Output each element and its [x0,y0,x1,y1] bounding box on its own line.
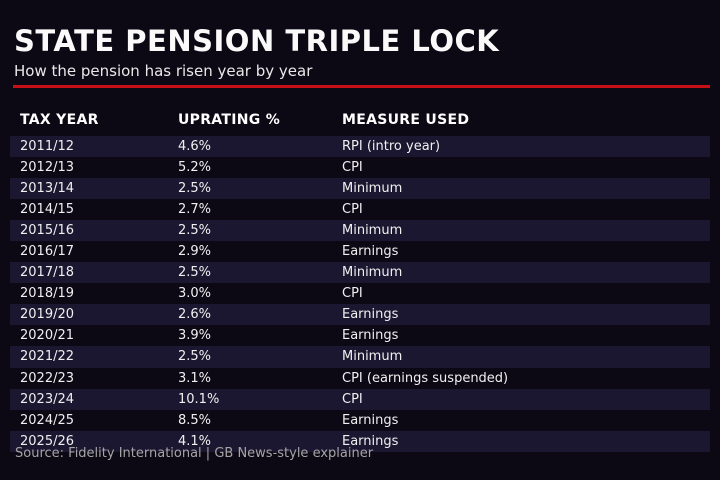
cell-measure: CPI (earnings suspended) [342,370,509,386]
cell-uprating: 5.2% [178,160,212,176]
table-row: 2023/24 10.1% CPI [10,388,710,410]
cell-measure: CPI [342,391,363,407]
cell-tax-year: 2024/25 [20,412,75,428]
page-subtitle: How the pension has risen year by year [14,62,313,80]
cell-tax-year: 2019/20 [20,307,75,323]
cell-measure: Minimum [342,265,403,281]
cell-tax-year: 2011/12 [20,139,75,155]
cell-tax-year: 2022/23 [20,370,75,386]
table-row: 2024/25 8.5% Earnings [10,410,710,431]
table-row: 2011/12 4.6% RPI (intro year) [10,136,710,158]
cell-measure: Earnings [342,433,399,449]
column-header-tax-year: TAX YEAR [20,112,99,128]
cell-uprating: 4.6% [178,139,212,155]
cell-uprating: 2.5% [178,349,212,365]
cell-tax-year: 2020/21 [20,328,75,344]
cell-tax-year: 2023/24 [20,391,75,407]
cell-uprating: 2.5% [178,265,212,281]
cell-measure: CPI [342,202,363,218]
column-header-measure: MEASURE USED [342,112,470,128]
cell-tax-year: 2016/17 [20,244,75,260]
cell-uprating: 2.6% [178,307,212,323]
cell-uprating: 2.7% [178,202,212,218]
cell-measure: CPI [342,160,363,176]
cell-tax-year: 2018/19 [20,286,75,302]
table-row: 2014/15 2.7% CPI [10,199,710,220]
cell-measure: Minimum [342,349,403,365]
cell-measure: Minimum [342,223,403,239]
table-row: 2012/13 5.2% CPI [10,157,710,178]
cell-uprating: 3.1% [178,370,212,386]
cell-uprating: 2.9% [178,244,212,260]
cell-measure: Earnings [342,244,399,260]
cell-tax-year: 2012/13 [20,160,75,176]
cell-uprating: 10.1% [178,391,220,407]
cell-measure: Earnings [342,307,399,323]
cell-tax-year: 2017/18 [20,265,75,281]
cell-tax-year: 2015/16 [20,223,75,239]
cell-measure: RPI (intro year) [342,139,441,155]
cell-tax-year: 2014/15 [20,202,75,218]
table-header: TAX YEAR UPRATING % MEASURE USED [10,106,710,134]
table-row: 2019/20 2.6% Earnings [10,304,710,326]
cell-uprating: 8.5% [178,412,212,428]
cell-tax-year: 2025/26 [20,433,75,449]
table-body: 2011/12 4.6% RPI (intro year) 2012/13 5.… [10,136,710,452]
cell-uprating: 2.5% [178,181,212,197]
source-attribution: Source: Fidelity International | GB News… [15,446,374,461]
cell-uprating: 2.5% [178,223,212,239]
page-title: STATE PENSION TRIPLE LOCK [14,24,500,58]
table-row: 2016/17 2.9% Earnings [10,241,710,262]
cell-tax-year: 2013/14 [20,181,75,197]
table-row: 2025/26 4.1% Earnings [10,430,710,452]
cell-uprating: 3.0% [178,286,212,302]
table-row: 2015/16 2.5% Minimum [10,220,710,242]
table-row: 2013/14 2.5% Minimum [10,178,710,200]
cell-measure: CPI [342,286,363,302]
cell-measure: Earnings [342,412,399,428]
column-header-uprating: UPRATING % [178,112,281,128]
table-row: 2020/21 3.9% Earnings [10,325,710,346]
cell-uprating: 3.9% [178,328,212,344]
cell-measure: Earnings [342,328,399,344]
accent-divider [13,85,710,88]
table-row: 2018/19 3.0% CPI [10,283,710,304]
table-row: 2021/22 2.5% Minimum [10,346,710,368]
table-row: 2017/18 2.5% Minimum [10,262,710,284]
cell-uprating: 4.1% [178,433,212,449]
table-row: 2022/23 3.1% CPI (earnings suspended) [10,368,710,389]
cell-measure: Minimum [342,181,403,197]
cell-tax-year: 2021/22 [20,349,75,365]
